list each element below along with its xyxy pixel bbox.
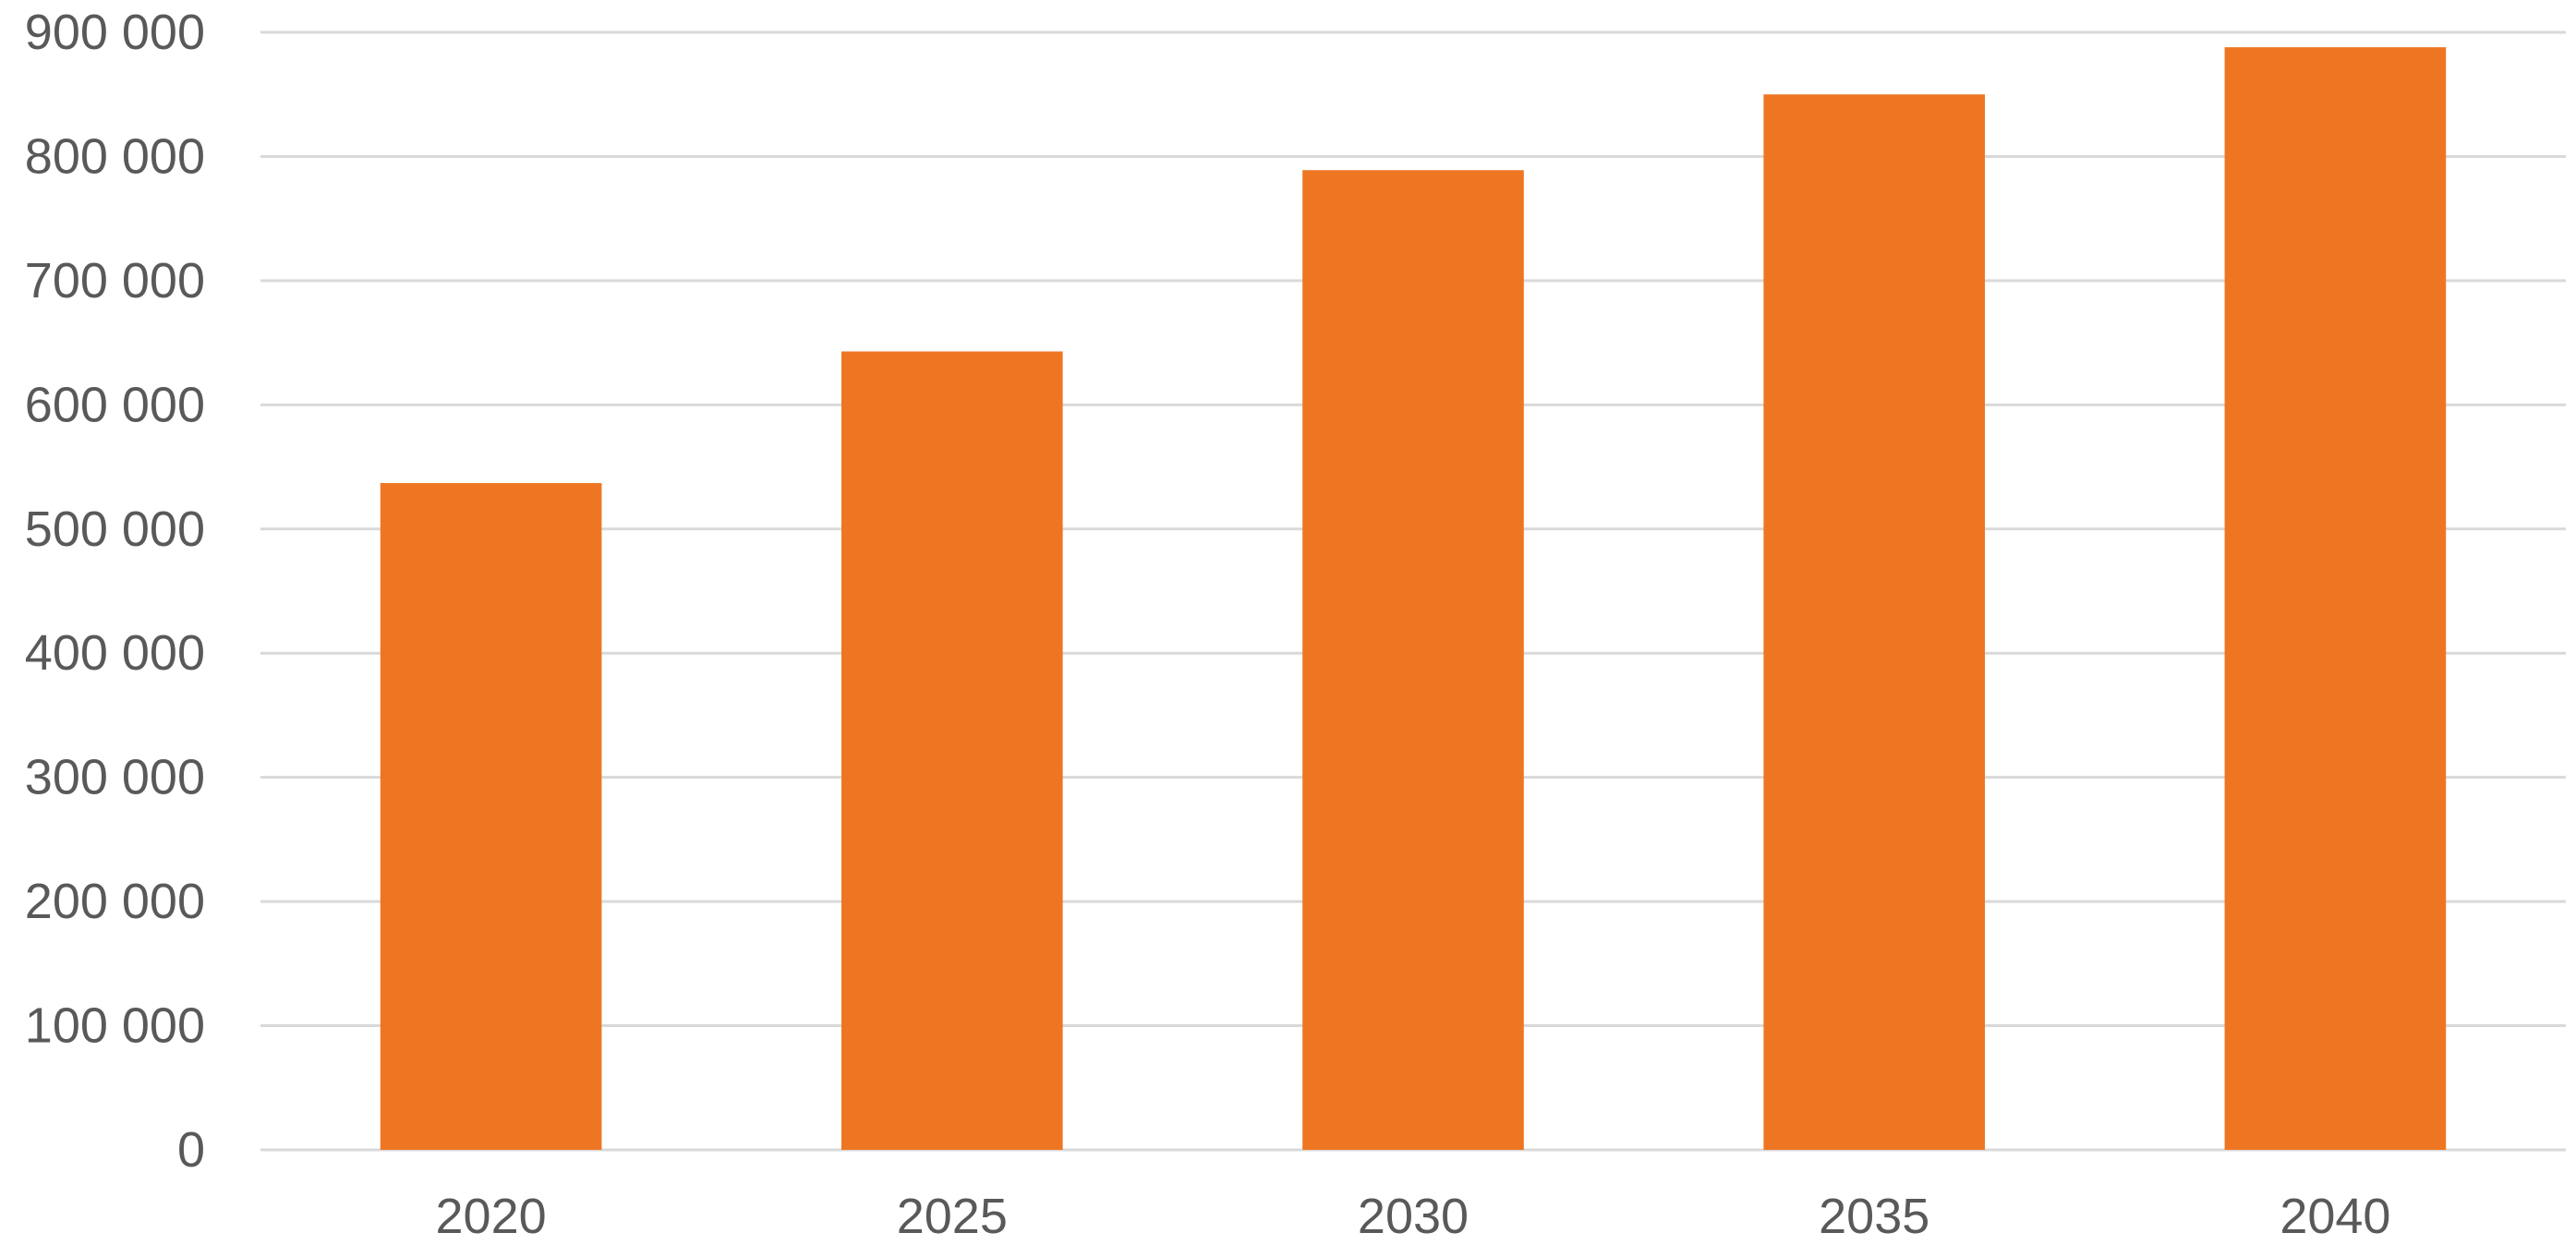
- y-tick-label: 0: [177, 1122, 205, 1178]
- y-axis-tick-labels: 0 100 000 200 000 300 000 400 000 500 000 600 …: [25, 5, 205, 1178]
- x-tick-label: 2020: [436, 1189, 547, 1244]
- bar-2025: [841, 351, 1063, 1150]
- x-tick-label: 2025: [897, 1189, 1008, 1244]
- x-axis-tick-labels: 2020 2025 2030 2035 2040: [436, 1189, 2391, 1244]
- bar-2035: [1763, 94, 1986, 1151]
- y-tick-label: 100 000: [25, 998, 205, 1054]
- x-tick-label: 2030: [1358, 1189, 1469, 1244]
- bar-2030: [1302, 170, 1524, 1150]
- y-tick-label: 300 000: [25, 750, 205, 805]
- y-tick-label: 700 000: [25, 253, 205, 308]
- y-tick-label: 200 000: [25, 874, 205, 929]
- x-tick-label: 2040: [2280, 1189, 2390, 1244]
- bar-2020: [380, 483, 602, 1150]
- y-tick-label: 600 000: [25, 377, 205, 432]
- y-tick-label: 900 000: [25, 5, 205, 60]
- bars: [380, 47, 2447, 1151]
- y-tick-label: 400 000: [25, 625, 205, 681]
- bar-2040: [2224, 47, 2447, 1151]
- y-tick-label: 500 000: [25, 502, 205, 557]
- y-tick-label: 800 000: [25, 128, 205, 184]
- x-tick-label: 2035: [1819, 1189, 1929, 1244]
